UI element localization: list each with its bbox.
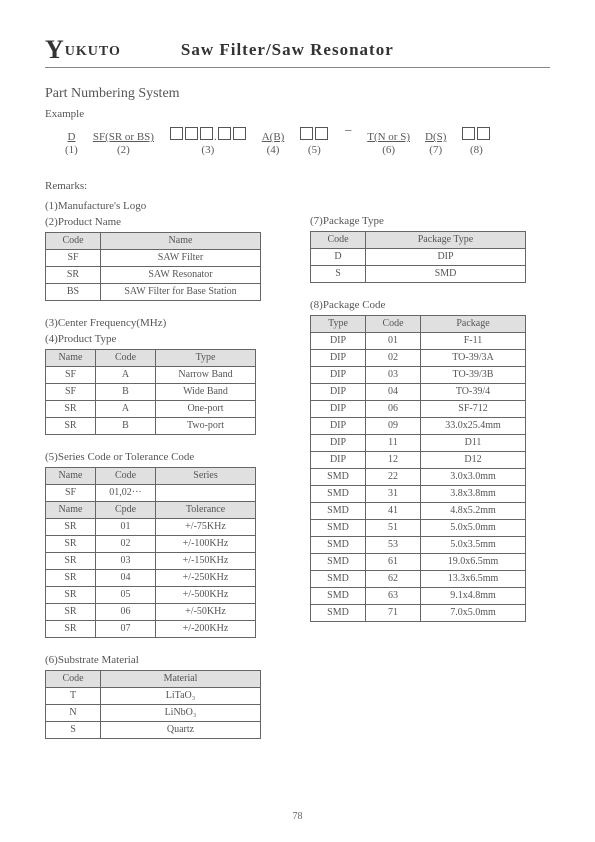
table-row: SMD6213.3x6.5mm bbox=[311, 570, 526, 587]
table-header: Tolerance bbox=[156, 501, 256, 518]
table-row: TLiTaO₃ bbox=[46, 687, 261, 704]
table-row: DIP12D12 bbox=[311, 451, 526, 468]
table-row: SR06+/-50KHz bbox=[46, 603, 256, 620]
table-row: SMD313.8x3.8mm bbox=[311, 485, 526, 502]
left-column: (1)Manufacture's Logo (2)Product Name Co… bbox=[45, 196, 270, 745]
product-name-table: CodeNameSFSAW FilterSRSAW ResonatorBSSAW… bbox=[45, 232, 261, 301]
remarks-label: Remarks: bbox=[45, 180, 550, 192]
part-numbering-title: Part Numbering System bbox=[45, 86, 550, 102]
package-type-table: CodePackage TypeDDIPSSMD bbox=[310, 231, 526, 283]
table-row: SMD223.0x3.0mm bbox=[311, 468, 526, 485]
table-row: SMD6119.0x6.5mm bbox=[311, 553, 526, 570]
logo: YUKUTO bbox=[45, 35, 121, 65]
table-header: Package Type bbox=[366, 231, 526, 248]
table-header: Package bbox=[421, 315, 526, 332]
page-number: 78 bbox=[0, 811, 595, 822]
table-row: SF01,02··· bbox=[46, 484, 256, 501]
table-header: Name bbox=[101, 232, 261, 249]
table-row: DIP0933.0x25.4mm bbox=[311, 417, 526, 434]
table-row: DIP11D11 bbox=[311, 434, 526, 451]
table-row: SR01+/-75KHz bbox=[46, 518, 256, 535]
table-row: SR03+/-150KHz bbox=[46, 552, 256, 569]
header-title: Saw Filter/Saw Resonator bbox=[181, 40, 394, 60]
table-row: SRAOne-port bbox=[46, 400, 256, 417]
table-row: SSMD bbox=[311, 265, 526, 282]
table-row: DIP01F-11 bbox=[311, 332, 526, 349]
table-header: Code bbox=[311, 231, 366, 248]
table-header: Code bbox=[96, 467, 156, 484]
table-header: Code bbox=[46, 670, 101, 687]
table-row: SMD717.0x5.0mm bbox=[311, 604, 526, 621]
table-row: DIP06SF-712 bbox=[311, 400, 526, 417]
example-label: Example bbox=[45, 108, 550, 120]
example-row: D(1) SF(SR or BS)(2) .(3) A(B)(4) (5) − … bbox=[65, 124, 550, 158]
table-row: SRSAW Resonator bbox=[46, 266, 261, 283]
table-row: SFSAW Filter bbox=[46, 249, 261, 266]
table-row: SR05+/-500KHz bbox=[46, 586, 256, 603]
package-code-table: TypeCodePackageDIP01F-11DIP02TO-39/3ADIP… bbox=[310, 315, 526, 622]
table-header: Name bbox=[46, 501, 96, 518]
table-row: SFBWide Band bbox=[46, 383, 256, 400]
table-header: Code bbox=[366, 315, 421, 332]
series-table: NameCodeSeriesSF01,02··· bbox=[45, 467, 256, 502]
tolerance-table: NameCpdeToleranceSR01+/-75KHzSR02+/-100K… bbox=[45, 501, 256, 638]
table-row: SR04+/-250KHz bbox=[46, 569, 256, 586]
table-row: SMD414.8x5.2mm bbox=[311, 502, 526, 519]
table-row: SRBTwo-port bbox=[46, 417, 256, 434]
table-row: SFANarrow Band bbox=[46, 366, 256, 383]
table-header: Code bbox=[96, 349, 156, 366]
substrate-table: CodeMaterialTLiTaO₃NLiNbO₃SQuartz bbox=[45, 670, 261, 739]
table-header: Name bbox=[46, 467, 96, 484]
table-row: BSSAW Filter for Base Station bbox=[46, 283, 261, 300]
page-header: YUKUTO Saw Filter/Saw Resonator bbox=[45, 35, 550, 68]
table-row: DIP02TO-39/3A bbox=[311, 349, 526, 366]
table-header: Type bbox=[156, 349, 256, 366]
table-row: SQuartz bbox=[46, 721, 261, 738]
table-header: Cpde bbox=[96, 501, 156, 518]
table-header: Material bbox=[101, 670, 261, 687]
table-header: Code bbox=[46, 232, 101, 249]
table-row: SR02+/-100KHz bbox=[46, 535, 256, 552]
table-header: Series bbox=[156, 467, 256, 484]
table-header: Type bbox=[311, 315, 366, 332]
table-row: NLiNbO₃ bbox=[46, 704, 261, 721]
table-header: Name bbox=[46, 349, 96, 366]
table-row: SMD515.0x5.0mm bbox=[311, 519, 526, 536]
table-row: SMD535.0x3.5mm bbox=[311, 536, 526, 553]
table-row: SMD639.1x4.8mm bbox=[311, 587, 526, 604]
table-row: DDIP bbox=[311, 248, 526, 265]
product-type-table: NameCodeTypeSFANarrow BandSFBWide BandSR… bbox=[45, 349, 256, 435]
table-row: DIP03TO-39/3B bbox=[311, 366, 526, 383]
table-row: DIP04TO-39/4 bbox=[311, 383, 526, 400]
table-row: SR07+/-200KHz bbox=[46, 620, 256, 637]
right-column: (7)Package Type CodePackage TypeDDIPSSMD… bbox=[310, 196, 535, 628]
